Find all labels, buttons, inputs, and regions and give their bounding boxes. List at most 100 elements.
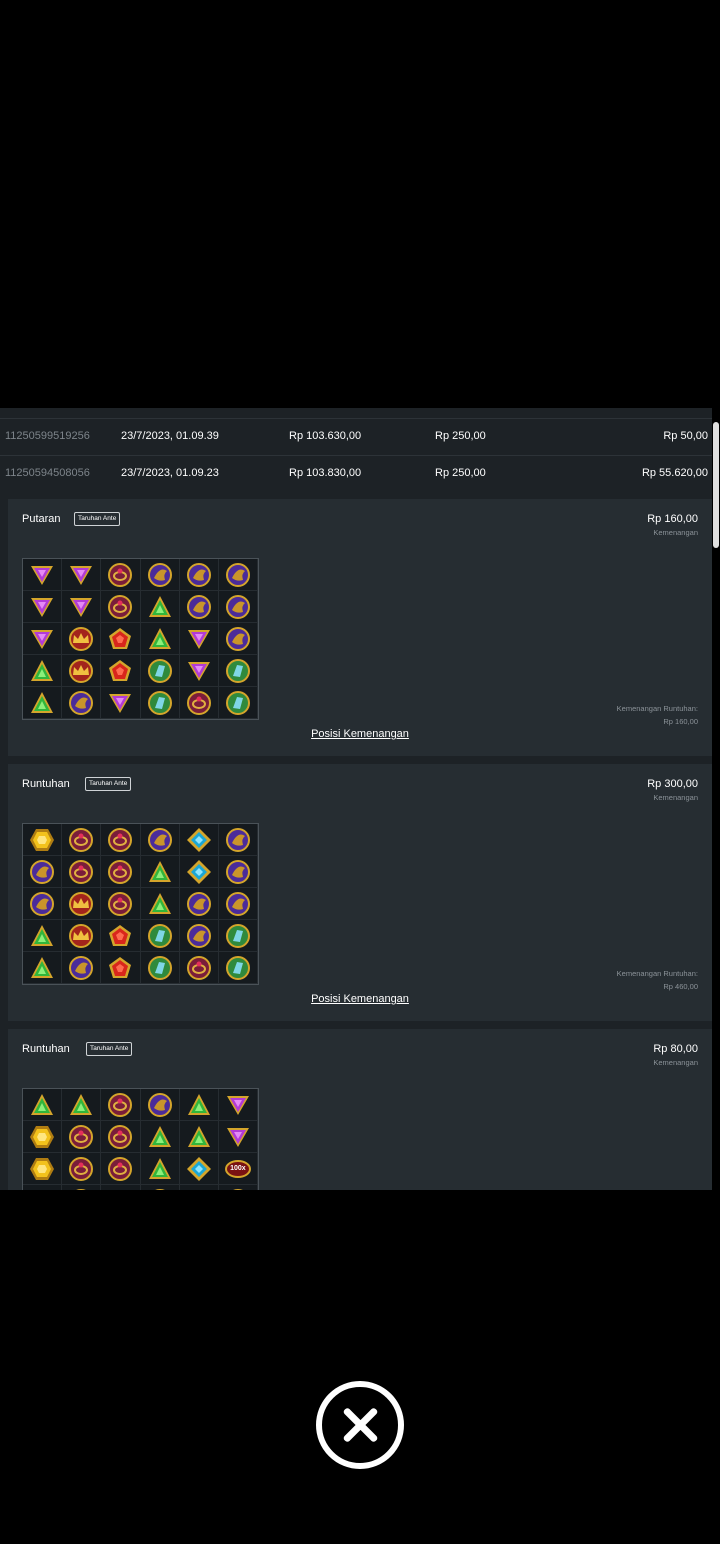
beetle-icon	[186, 562, 211, 587]
grid-cell	[101, 623, 141, 655]
grid-cell	[218, 856, 258, 888]
grid-cell	[101, 856, 141, 888]
ring-icon	[108, 859, 133, 884]
beetle-icon	[69, 955, 94, 980]
grid-cell	[140, 1121, 180, 1153]
grid-cell	[179, 687, 219, 719]
beetle-icon	[69, 690, 94, 715]
grid-cell	[218, 952, 258, 984]
green-tri-icon	[31, 956, 54, 978]
cascade-detail-card: Runtuhan Taruhan Ante Rp 300,00 Kemenang…	[8, 764, 712, 1021]
scrollbar-track[interactable]	[712, 408, 720, 1190]
round-win: Rp 55.620,00	[641, 467, 708, 479]
beetle-icon	[225, 594, 250, 619]
grid-cell	[23, 1121, 63, 1153]
close-button[interactable]	[316, 1381, 404, 1469]
round-bet: Rp 250,00	[435, 430, 486, 442]
beetle-icon	[147, 827, 172, 852]
grid-cell	[62, 1121, 102, 1153]
grid-cell	[140, 920, 180, 952]
red-gem-icon	[109, 627, 132, 649]
grid-cell	[23, 888, 63, 920]
grid-cell	[62, 559, 102, 591]
cascade-detail-card: Runtuhan Taruhan Ante Rp 80,00 Kemenanga…	[8, 1029, 712, 1190]
grid-cell	[218, 559, 258, 591]
round-id[interactable]: 11250599519256	[5, 430, 90, 442]
grid-cell	[62, 591, 102, 623]
ring-icon	[108, 1156, 133, 1181]
green-tri-icon	[198, 1189, 199, 1190]
round-balance: Rp 103.830,00	[289, 467, 362, 479]
scarab-icon	[147, 690, 172, 715]
yellow-hex-icon	[30, 828, 55, 851]
grid-cell	[62, 655, 102, 687]
ring-icon	[108, 594, 133, 619]
winning-positions-link[interactable]: Posisi Kemenangan	[311, 993, 409, 1005]
red-gem-icon	[109, 659, 132, 681]
cascade-win-value: Rp 160,00	[663, 717, 698, 726]
purple-tri-icon	[31, 565, 54, 585]
ring-icon	[69, 1156, 94, 1181]
grid-cell	[62, 920, 102, 952]
grid-cell	[179, 1153, 219, 1185]
grid-cell	[23, 1089, 63, 1121]
bet-history-panel: 11250599519256 23/7/2023, 01.09.39 Rp 10…	[0, 408, 712, 1190]
grid-cell	[101, 655, 141, 687]
round-bet: Rp 250,00	[435, 467, 486, 479]
grid-cell	[179, 591, 219, 623]
history-row[interactable]: 11250594508056 23/7/2023, 01.09.23 Rp 10…	[0, 455, 712, 491]
spin-detail-card: Putaran Taruhan Ante Rp 160,00 Kemenanga…	[8, 499, 712, 756]
grid-cell	[23, 623, 63, 655]
symbol-grid	[22, 823, 259, 985]
symbol-grid: 100x	[22, 1088, 259, 1190]
card-win-label: Kemenangan	[653, 1058, 698, 1067]
grid-cell	[23, 824, 63, 856]
cascade-win-value: Rp 460,00	[663, 982, 698, 991]
red-gem-icon	[119, 1189, 122, 1190]
crown-icon	[69, 891, 94, 916]
beetle-icon	[225, 562, 250, 587]
grid-cell	[140, 1089, 180, 1121]
grid-cell	[101, 687, 141, 719]
grid-cell	[62, 1089, 102, 1121]
ring-icon	[108, 1124, 133, 1149]
grid-cell	[140, 655, 180, 687]
grid-cell	[101, 1121, 141, 1153]
grid-cell	[140, 559, 180, 591]
green-tri-icon	[31, 691, 54, 713]
purple-tri-icon	[70, 565, 93, 585]
green-tri-icon	[148, 595, 171, 617]
ring-icon	[69, 1124, 94, 1149]
winning-positions-link[interactable]: Posisi Kemenangan	[311, 728, 409, 740]
crown-icon	[69, 923, 94, 948]
beetle-icon	[225, 827, 250, 852]
ring-icon	[108, 1092, 133, 1117]
grid-cell	[62, 888, 102, 920]
purple-tri-icon	[226, 1127, 249, 1147]
ring-icon	[108, 562, 133, 587]
grid-cell	[218, 1089, 258, 1121]
grid-cell	[62, 824, 102, 856]
green-tri-icon	[31, 659, 54, 681]
grid-cell	[179, 824, 219, 856]
grid-cell	[140, 856, 180, 888]
grid-cell	[218, 591, 258, 623]
ante-bet-badge: Taruhan Ante	[85, 777, 132, 791]
grid-cell	[62, 952, 102, 984]
grid-cell	[62, 1185, 102, 1190]
round-id[interactable]: 11250594508056	[5, 467, 90, 479]
grid-cell	[23, 856, 63, 888]
grid-cell	[101, 1185, 141, 1190]
purple-tri-icon	[31, 629, 54, 649]
ring-icon	[108, 891, 133, 916]
beetle-icon	[225, 891, 250, 916]
grid-cell	[218, 888, 258, 920]
grid-cell	[101, 952, 141, 984]
purple-tri-icon	[187, 629, 210, 649]
round-win: Rp 50,00	[663, 430, 708, 442]
history-row[interactable]: 11250599519256 23/7/2023, 01.09.39 Rp 10…	[0, 418, 712, 454]
scrollbar-thumb[interactable]	[713, 422, 719, 548]
purple-tri-icon	[226, 1095, 249, 1115]
card-win-label: Kemenangan	[653, 793, 698, 802]
round-balance: Rp 103.630,00	[289, 430, 362, 442]
